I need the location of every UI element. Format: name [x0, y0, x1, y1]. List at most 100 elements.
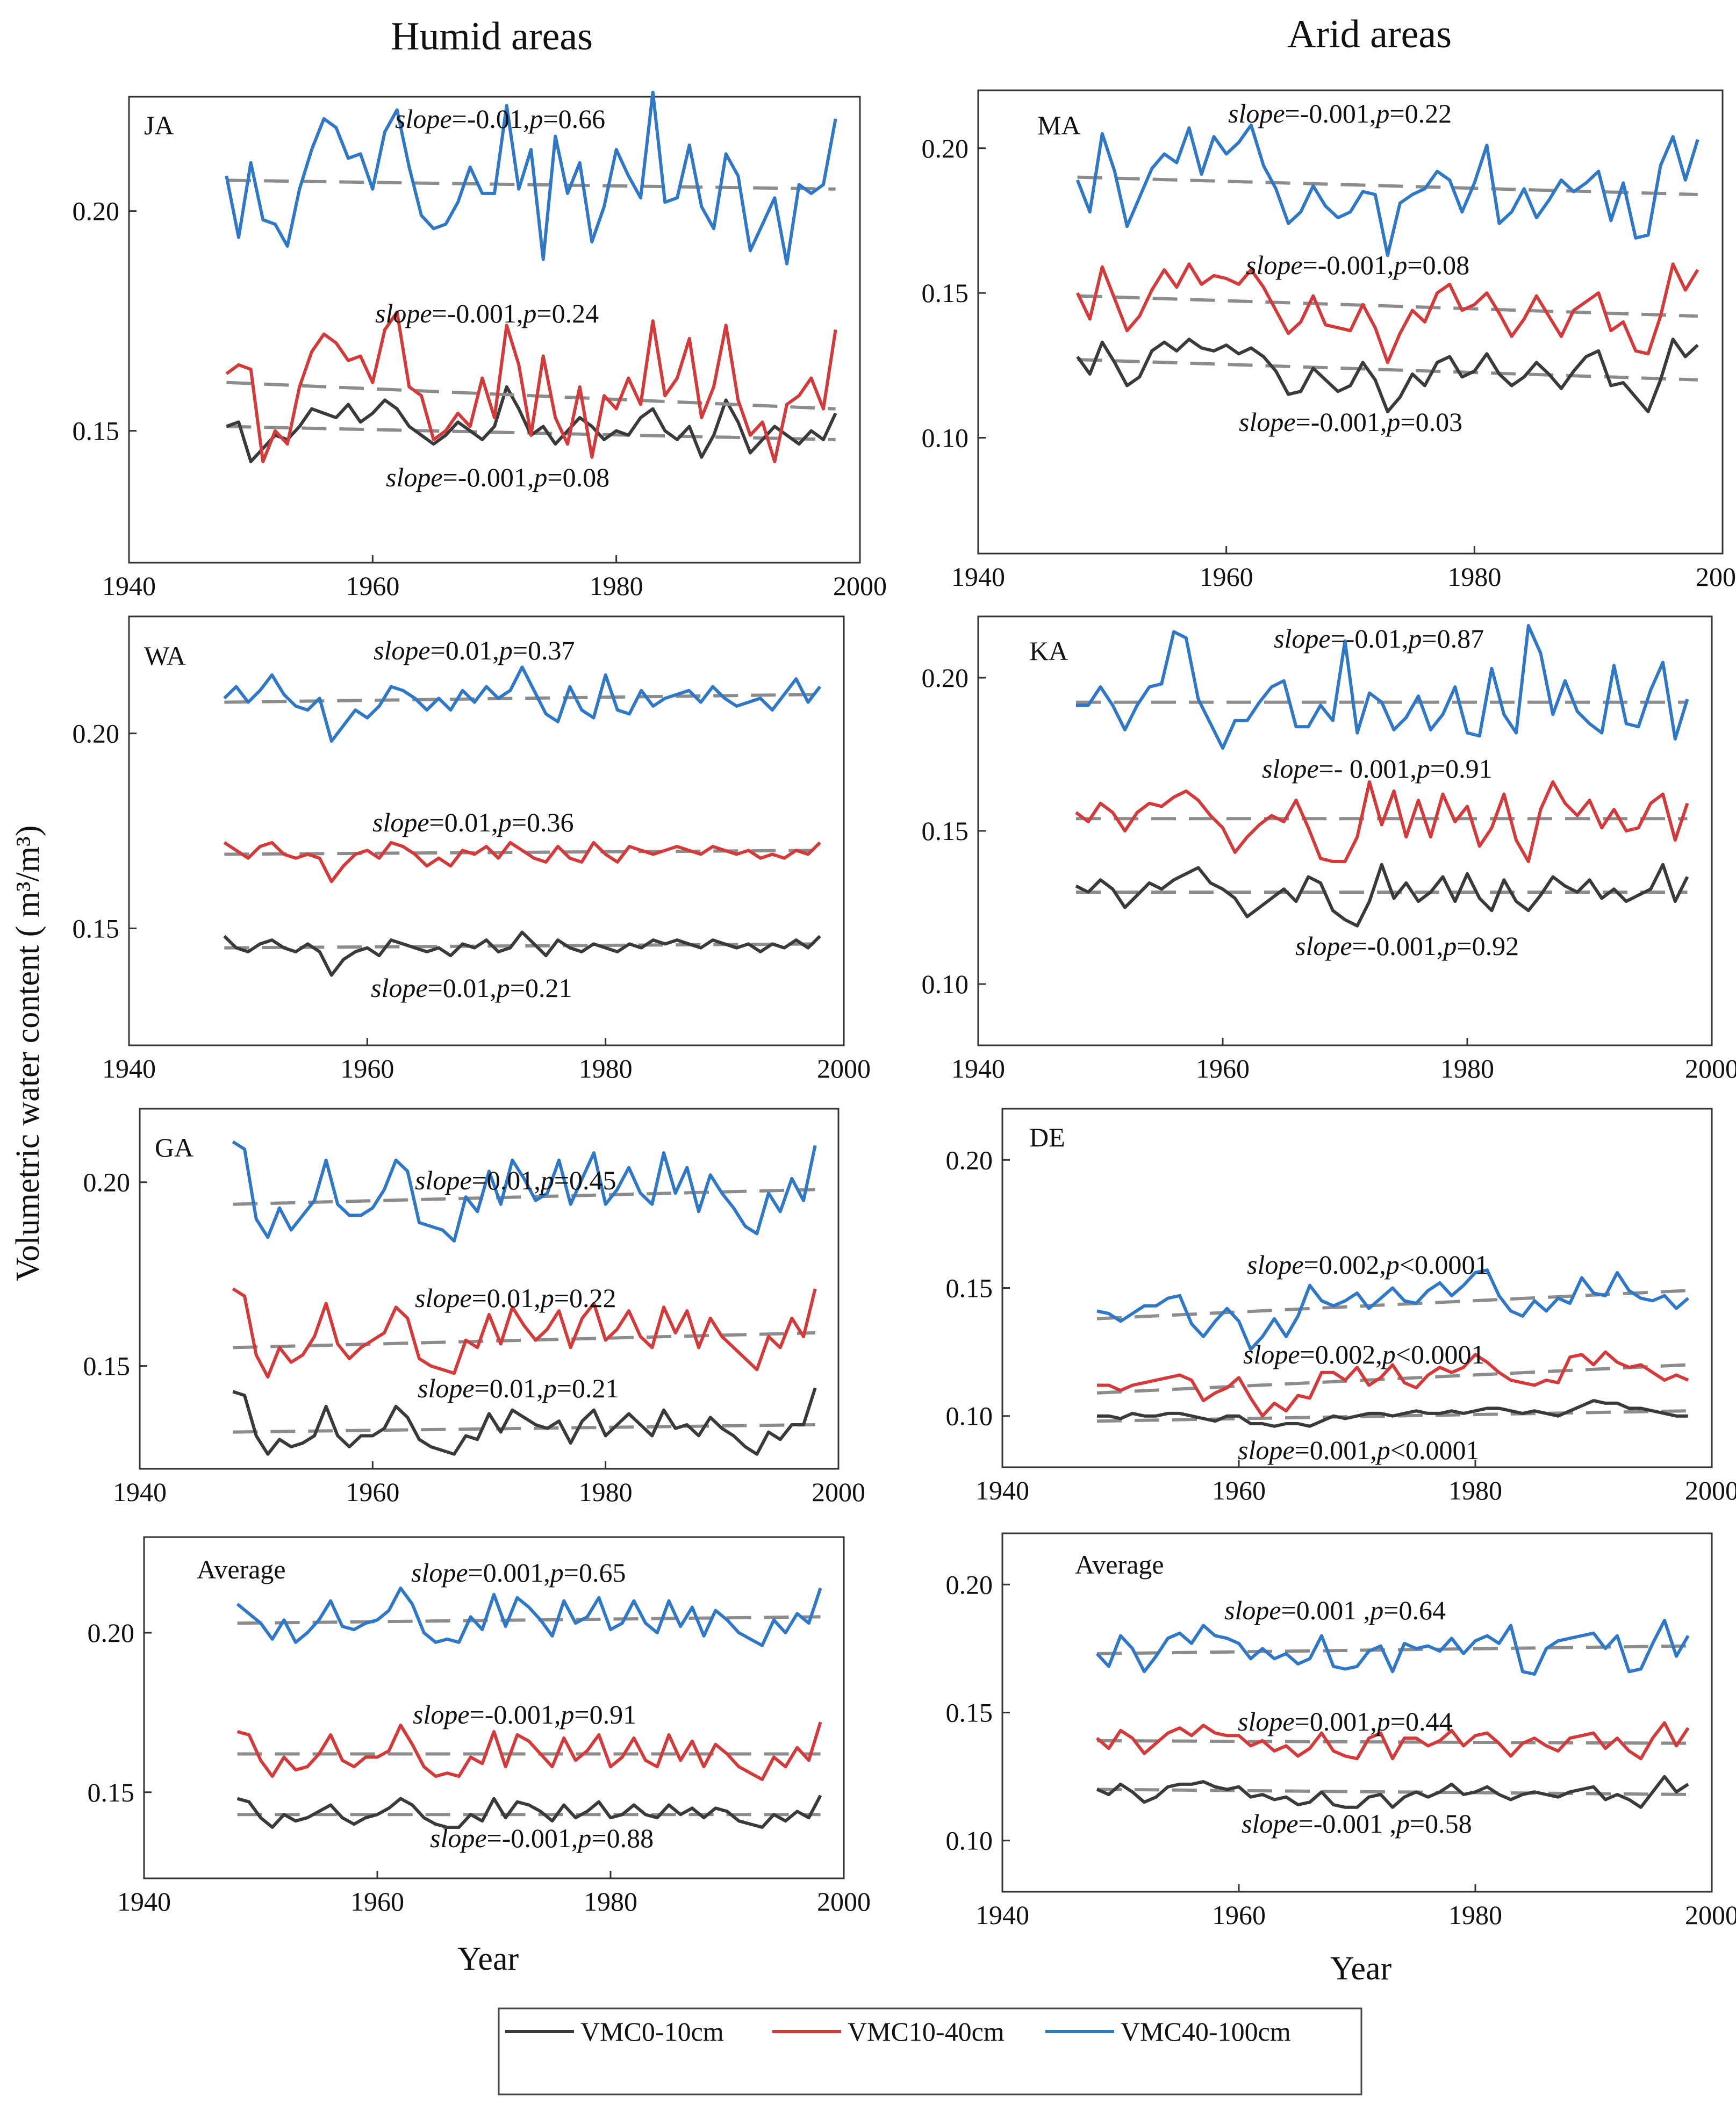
plot-frame	[139, 1108, 840, 1470]
panel-label: MA	[1037, 110, 1081, 140]
trend-line-layer-1	[1096, 1739, 1689, 1745]
x-tick-label: 1940	[951, 1053, 1005, 1083]
panel-label: WA	[144, 641, 186, 671]
y-tick-label: 0.10	[922, 423, 969, 453]
trend-line-layer-0	[1096, 1788, 1689, 1796]
x-tick-label: 2000	[1685, 1053, 1736, 1083]
series-line-layer-1	[1096, 1721, 1690, 1761]
y-tick-label: 0.20	[946, 1569, 993, 1599]
series-line-layer-0	[226, 385, 837, 463]
series-line-layer-0	[1097, 1399, 1688, 1428]
plot-frame	[143, 1536, 845, 1879]
x-tick-label: 2000	[833, 571, 887, 601]
slope-annotation-layer-0: slope=-0.001,p=0.03	[1239, 407, 1462, 437]
slope-annotation-layer-0: slope=0.01,p=0.21	[418, 1373, 619, 1403]
slope-annotation-layer-1: slope=-0.001,p=0.08	[1246, 250, 1469, 280]
x-tick-label: 1960	[1200, 562, 1253, 592]
series-line-layer-2	[1095, 1619, 1690, 1676]
series-line-layer-1	[1097, 1350, 1689, 1418]
trend-line-layer-0	[1077, 358, 1698, 382]
x-tick-label: 1960	[1212, 1900, 1266, 1930]
x-tick-label: 1980	[1447, 562, 1501, 592]
panel-arid-ka: 1940 1960 1980 2000 0.10 0.15 0.20 KA slope=-0.0…	[922, 615, 1736, 1083]
panel-label: Average	[197, 1554, 286, 1584]
series-line-layer-0	[1075, 863, 1689, 928]
x-tick-label: 2000	[812, 1477, 865, 1507]
x-tick-label: 1940	[102, 571, 156, 601]
x-tick-label: 1960	[350, 1886, 404, 1917]
panel-humid-average: 1940 1960 1980 2000 0.15 0.20 Average slope=-0.…	[88, 1536, 871, 1917]
series-line-layer-0	[232, 1387, 817, 1456]
chart-panels: 1940 1960 1980 2000 0.15 0.20 JA slope=-0.001,p…	[73, 89, 1736, 1930]
x-tick-label: 1980	[1448, 1475, 1502, 1505]
y-tick-label: 0.10	[946, 1826, 993, 1856]
x-axis-title-arid: Year	[1330, 1950, 1392, 1987]
panel-humid-ga: 1940 1960 1980 2000 0.15 0.20 GA slope=0.01,p=0…	[83, 1108, 865, 1507]
slope-annotation-layer-2: slope=0.001,p=0.65	[411, 1557, 626, 1588]
x-tick-label: 1980	[579, 1477, 633, 1507]
column-title-arid: Arid areas	[1287, 12, 1452, 56]
slope-annotation-layer-2: slope=0.001 ,p=0.64	[1224, 1595, 1446, 1625]
series-line-layer-0	[236, 1795, 822, 1829]
slope-annotation-layer-0: slope=0.001,p<0.0001	[1238, 1435, 1479, 1465]
series-line-layer-1	[1075, 262, 1699, 364]
trend-line-layer-2	[237, 1615, 821, 1625]
y-tick-label: 0.15	[922, 816, 969, 846]
trend-line-layer-2	[233, 1188, 815, 1206]
x-tick-label: 2000	[1685, 1475, 1736, 1505]
slope-annotation-layer-0: slope=-0.001,p=0.88	[430, 1823, 654, 1853]
x-tick-label: 1940	[102, 1053, 156, 1083]
y-tick-label: 0.10	[922, 969, 969, 999]
x-tick-label: 2000	[817, 1886, 871, 1917]
trend-line-layer-0	[233, 1423, 815, 1434]
slope-annotation-layer-2: slope=0.01,p=0.37	[374, 635, 575, 665]
y-tick-label: 0.20	[73, 719, 120, 749]
series-line-layer-2	[1075, 123, 1699, 257]
series-line-layer-2	[232, 1140, 817, 1243]
x-tick-label: 1980	[1448, 1900, 1502, 1930]
slope-annotation-layer-1: slope=0.01,p=0.22	[415, 1283, 616, 1313]
plot-frame	[128, 96, 861, 564]
slope-annotation-layer-2: slope=-0.01,p=0.87	[1274, 623, 1484, 654]
series-line-layer-1	[223, 841, 821, 884]
trend-line-layer-2	[226, 178, 836, 191]
y-tick-label: 0.15	[946, 1698, 993, 1728]
slope-annotation-layer-1: slope=0.001,p=0.44	[1238, 1706, 1452, 1736]
x-tick-label: 1980	[579, 1053, 633, 1083]
trend-line-layer-2	[1096, 1644, 1689, 1655]
series-line-layer-2	[1076, 624, 1689, 750]
slope-annotation-layer-1: slope=-0.001,p=0.24	[375, 298, 599, 328]
y-tick-label: 0.15	[73, 913, 120, 943]
series-line-layer-0	[1076, 338, 1699, 413]
y-tick-label: 0.15	[946, 1273, 993, 1303]
x-tick-label: 1940	[117, 1886, 171, 1917]
trend-line-layer-2	[1096, 1289, 1689, 1320]
slope-annotation-layer-0: slope=-0.001 ,p=0.58	[1242, 1808, 1472, 1839]
trend-line-layer-2	[1077, 175, 1698, 196]
series-line-layer-1	[1075, 780, 1689, 863]
slope-annotation-layer-2: slope=-0.01,p=0.66	[395, 104, 605, 134]
x-tick-label: 1960	[346, 1477, 399, 1507]
y-tick-label: 0.20	[922, 663, 969, 693]
x-tick-label: 1960	[346, 571, 399, 601]
x-tick-label: 1980	[590, 571, 643, 601]
slope-annotation-layer-0: slope=0.01,p=0.21	[371, 973, 572, 1003]
slope-annotation-layer-2: slope=0.01,p=0.45	[415, 1165, 616, 1195]
panel-label: KA	[1029, 636, 1068, 666]
plot-frame	[128, 615, 845, 1046]
y-tick-label: 0.20	[946, 1145, 993, 1175]
series-line-layer-2	[223, 665, 822, 743]
x-tick-label: 2000	[1685, 1900, 1736, 1930]
slope-annotation-layer-1: slope=-0.001,p=0.91	[413, 1699, 636, 1729]
trend-line-layer-1	[1077, 294, 1698, 318]
y-tick-label: 0.10	[946, 1401, 993, 1431]
panel-label: JA	[144, 110, 174, 140]
series-line-layer-2	[1096, 1268, 1689, 1351]
x-tick-label: 1980	[584, 1886, 637, 1917]
x-tick-label: 1940	[113, 1477, 167, 1507]
series-line-layer-0	[1096, 1775, 1689, 1809]
x-tick-label: 2000	[1696, 562, 1736, 592]
trend-line-layer-1	[226, 381, 836, 411]
x-tick-label: 1960	[1212, 1475, 1266, 1505]
x-tick-label: 1960	[1196, 1053, 1250, 1083]
